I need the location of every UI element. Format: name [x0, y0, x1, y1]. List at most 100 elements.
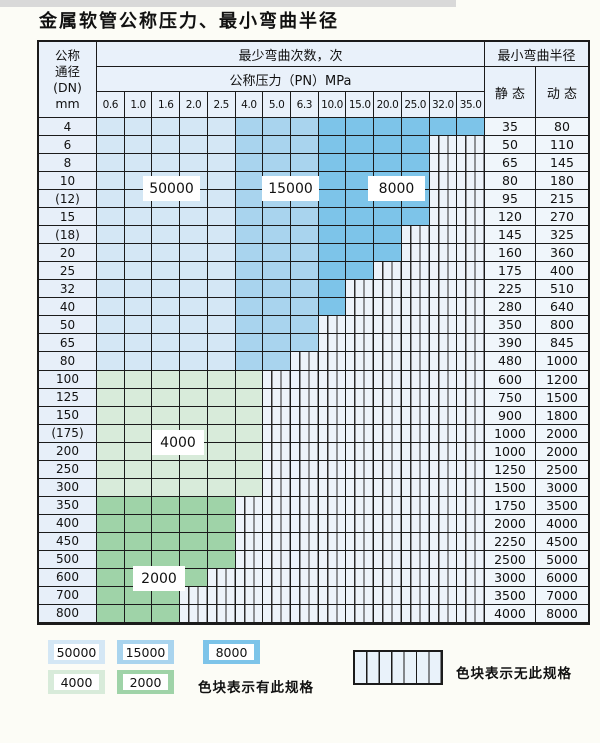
no-spec-cell [235, 550, 264, 569]
no-spec-cell [457, 550, 485, 569]
spec-cell [235, 262, 264, 281]
no-spec-cell [401, 442, 430, 461]
no-spec-cell [346, 442, 375, 461]
no-spec-cell [457, 136, 485, 155]
spec-cell [374, 136, 402, 155]
static-value-cell: 1750 [484, 496, 536, 515]
dn-cell: (18) [39, 226, 97, 245]
no-spec-cell [429, 478, 458, 497]
dn-cell: 125 [39, 388, 97, 407]
dn-column-header: 公称 通径 (DN) mm [39, 42, 97, 118]
pressure-tick: 35.0 [457, 92, 485, 118]
legend-swatch-label: 4000 [54, 674, 99, 690]
spec-cell [235, 172, 264, 191]
no-spec-cell [346, 388, 375, 407]
spec-cell [124, 118, 153, 137]
dynamic-value-cell: 640 [535, 298, 588, 317]
no-spec-cell [290, 424, 319, 443]
no-spec-cell [401, 514, 430, 533]
spec-cell [235, 208, 264, 227]
spec-cell [97, 244, 125, 263]
spec-cell [152, 388, 181, 407]
spec-cell [207, 244, 236, 263]
no-spec-cell [374, 568, 402, 587]
spec-cell [235, 352, 264, 371]
spec-cell [290, 262, 319, 281]
spec-cell [152, 244, 181, 263]
spec-cell [235, 424, 264, 443]
spec-cell [124, 154, 153, 173]
no-spec-cell [263, 604, 291, 623]
spec-cell [207, 370, 236, 389]
no-spec-cell [457, 478, 485, 497]
static-value-cell: 280 [484, 298, 536, 317]
spec-cell [207, 280, 236, 299]
dynamic-value-cell: 270 [535, 208, 588, 227]
no-spec-cell [346, 514, 375, 533]
spec-cell [263, 136, 291, 155]
bend-count-label: 50000 [143, 176, 200, 201]
spec-cell [318, 136, 347, 155]
spec-cell [290, 226, 319, 245]
no-spec-cell [457, 496, 485, 515]
static-value-cell: 480 [484, 352, 536, 371]
no-spec-cell [429, 514, 458, 533]
spec-cell [180, 550, 208, 569]
spec-cell [152, 514, 181, 533]
no-spec-cell [457, 208, 485, 227]
spec-cell [152, 370, 181, 389]
no-spec-cell [263, 532, 291, 551]
no-spec-cell [346, 334, 375, 353]
spec-cell [97, 118, 125, 137]
no-spec-cell [290, 550, 319, 569]
no-spec-cell [346, 604, 375, 623]
dn-cell: 350 [39, 496, 97, 515]
spec-cell [235, 118, 264, 137]
spec-cell [97, 352, 125, 371]
no-spec-cell [401, 478, 430, 497]
spec-cell [290, 298, 319, 317]
spec-cell [290, 154, 319, 173]
no-spec-cell [346, 424, 375, 443]
no-spec-cell [235, 586, 264, 605]
no-spec-cell [457, 370, 485, 389]
spec-cell [207, 226, 236, 245]
dynamic-value-cell: 5000 [535, 550, 588, 569]
no-spec-cell [263, 460, 291, 479]
spec-cell [97, 550, 125, 569]
spec-cell [180, 388, 208, 407]
static-value-cell: 750 [484, 388, 536, 407]
dynamic-value-cell: 2000 [535, 442, 588, 461]
legend-swatch-label: 2000 [123, 674, 168, 690]
dynamic-value-cell: 1200 [535, 370, 588, 389]
no-spec-cell [346, 280, 375, 299]
spec-cell [180, 316, 208, 335]
spec-cell [97, 388, 125, 407]
dynamic-value-cell: 80 [535, 118, 588, 137]
no-spec-cell [346, 478, 375, 497]
pressure-tick: 1.0 [124, 92, 153, 118]
spec-cell [263, 154, 291, 173]
no-spec-cell [374, 280, 402, 299]
no-spec-cell [346, 568, 375, 587]
spec-cell [97, 442, 125, 461]
no-spec-cell [318, 406, 347, 425]
spec-cell [152, 532, 181, 551]
no-spec-cell [346, 586, 375, 605]
dynamic-value-cell: 325 [535, 226, 588, 245]
no-spec-cell [401, 280, 430, 299]
no-spec-cell [318, 496, 347, 515]
spec-cell [152, 478, 181, 497]
spec-cell [318, 154, 347, 173]
spec-cell [97, 370, 125, 389]
static-value-cell: 50 [484, 136, 536, 155]
spec-cell [124, 334, 153, 353]
spec-cell [318, 190, 347, 209]
no-spec-cell [318, 586, 347, 605]
spec-cell [235, 298, 264, 317]
spec-cell [290, 334, 319, 353]
spec-cell [97, 424, 125, 443]
dynamic-value-cell: 7000 [535, 586, 588, 605]
spec-cell [180, 154, 208, 173]
no-spec-cell [401, 604, 430, 623]
